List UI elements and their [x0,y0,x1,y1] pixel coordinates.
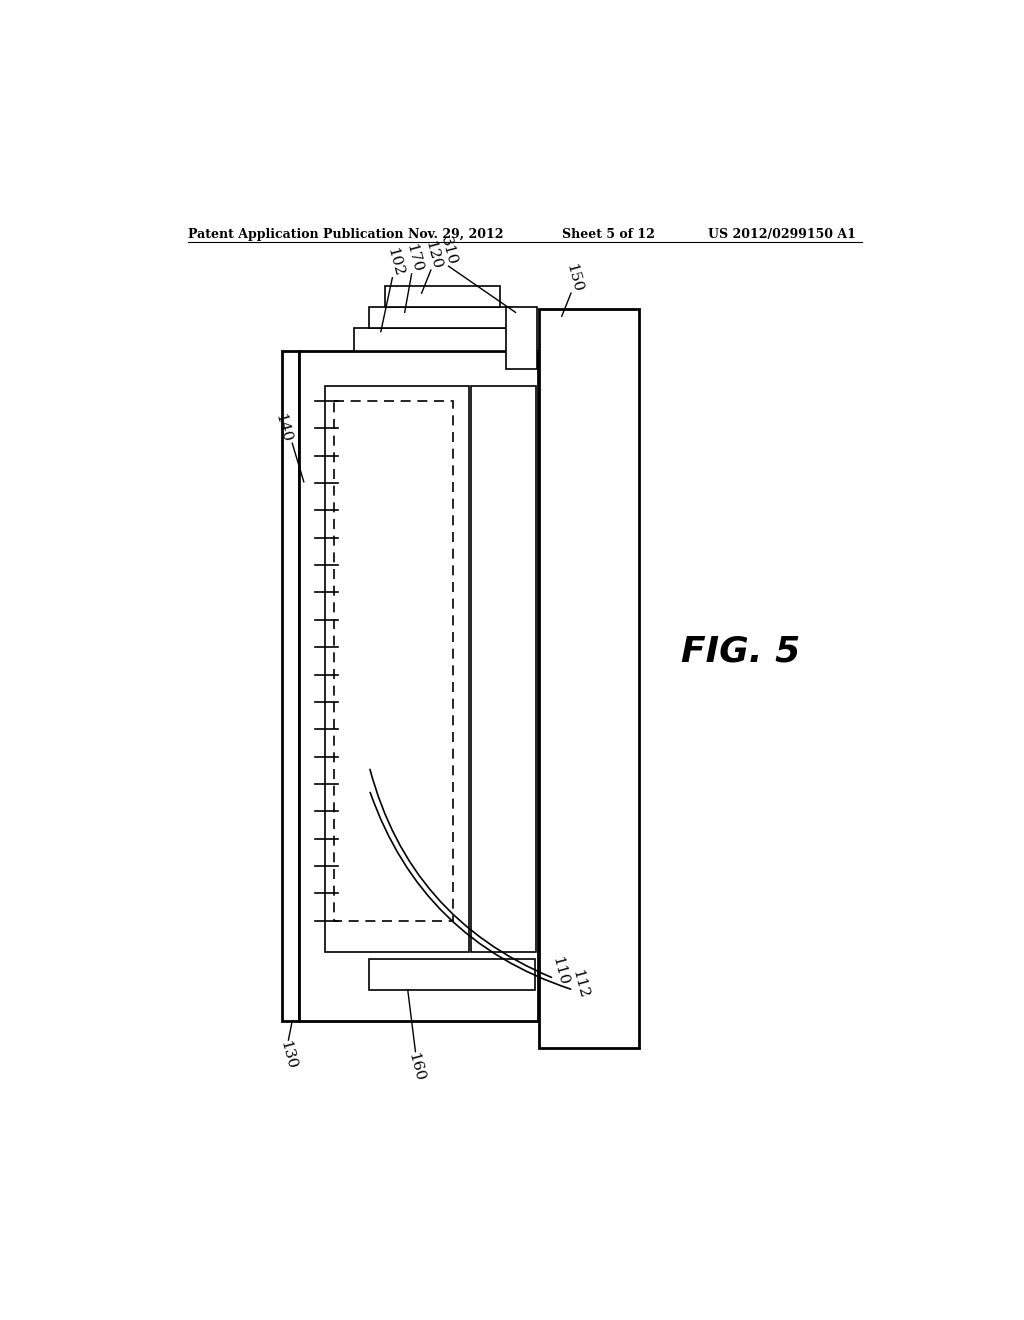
Text: Patent Application Publication: Patent Application Publication [188,227,403,240]
Bar [325,385,469,952]
Text: 112: 112 [569,968,590,999]
Bar [539,309,639,1048]
Text: 130: 130 [278,1040,298,1072]
Bar [370,960,535,990]
Text: Sheet 5 of 12: Sheet 5 of 12 [562,227,654,240]
Text: 170: 170 [403,243,425,275]
Bar [471,385,537,952]
Text: US 2012/0299150 A1: US 2012/0299150 A1 [708,227,856,240]
Text: 102: 102 [384,247,406,279]
Bar [506,308,538,368]
Text: 140: 140 [272,412,294,444]
Bar [299,351,538,1020]
Bar [334,401,454,921]
Text: 110: 110 [550,954,570,986]
Text: Nov. 29, 2012: Nov. 29, 2012 [408,227,503,240]
Bar [354,327,531,351]
Text: 120: 120 [423,239,443,271]
Text: FIG. 5: FIG. 5 [681,634,801,668]
Bar [385,286,500,308]
Bar [283,351,299,1020]
Text: 310: 310 [438,235,459,267]
Text: 160: 160 [404,1051,426,1082]
Text: 150: 150 [563,261,585,293]
Bar [370,308,512,327]
